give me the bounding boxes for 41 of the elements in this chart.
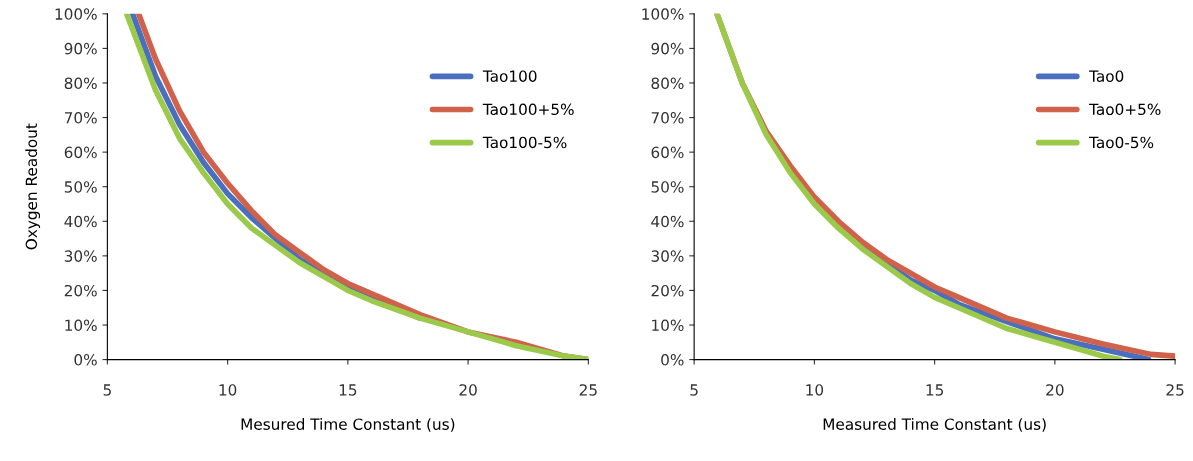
x-tick-label: 15 xyxy=(926,384,944,396)
y-tick-label: 50% xyxy=(64,181,97,193)
y-tick-label: 90% xyxy=(651,42,684,55)
legend-label: Tao0+5% xyxy=(1089,103,1161,116)
legend-label: Tao0 xyxy=(1089,70,1124,82)
y-tick-label: 90% xyxy=(64,42,97,55)
y-tick-label: 0% xyxy=(74,354,97,366)
y-tick-label: 80% xyxy=(64,77,97,89)
y-tick-label: 60% xyxy=(64,146,97,159)
x-tick-label: 20 xyxy=(459,384,477,396)
x-axis-title: Mesured Time Constant (us) xyxy=(241,418,455,432)
y-tick-label: 40% xyxy=(64,215,97,228)
y-tick-label: 70% xyxy=(64,112,97,124)
y-axis-title: Oxygen Readout xyxy=(25,123,41,250)
y-tick-label: 0% xyxy=(661,354,684,366)
x-tick-label: 25 xyxy=(579,384,597,396)
legend-label: Tao100 xyxy=(482,70,537,82)
x-axis-title: Measured Time Constant (us) xyxy=(823,418,1046,432)
y-tick-label: 20% xyxy=(64,284,97,297)
y-tick-label: 50% xyxy=(651,181,684,193)
legend-label: Tao0-5% xyxy=(1089,136,1154,149)
x-tick-label: 10 xyxy=(219,384,237,396)
legend-label: Tao100-5% xyxy=(482,136,567,149)
x-tick-label: 20 xyxy=(1046,384,1064,396)
y-tick-label: 20% xyxy=(651,284,684,297)
x-tick-label: 10 xyxy=(806,384,824,396)
x-tick-label: 25 xyxy=(1166,384,1184,396)
y-tick-label: 100% xyxy=(55,8,97,20)
x-tick-label: 15 xyxy=(339,384,357,396)
y-tick-label: 60% xyxy=(651,146,684,159)
x-tick-label: 5 xyxy=(103,384,111,396)
y-tick-label: 30% xyxy=(651,250,684,262)
y-tick-label: 80% xyxy=(651,77,684,89)
y-tick-label: 10% xyxy=(65,319,97,332)
legend-label: Tao100+5% xyxy=(482,103,574,116)
y-tick-label: 100% xyxy=(642,8,684,20)
y-tick-label: 10% xyxy=(652,319,684,332)
y-tick-label: 40% xyxy=(651,215,684,228)
y-tick-label: 70% xyxy=(651,112,684,124)
y-tick-label: 30% xyxy=(64,250,97,262)
x-tick-label: 5 xyxy=(690,384,698,396)
